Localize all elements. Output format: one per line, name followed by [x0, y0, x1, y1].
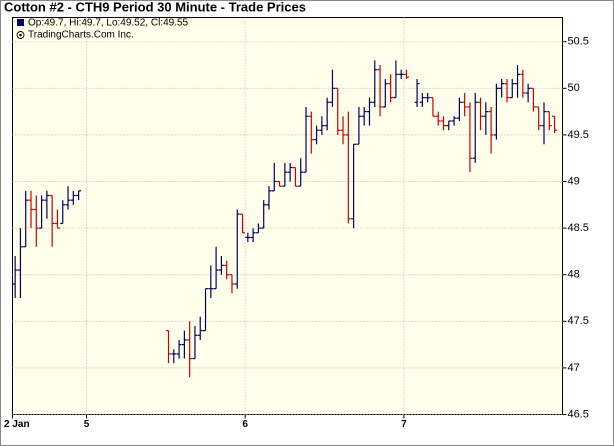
x-tick-label: 7 — [401, 419, 407, 430]
y-tick-label: 47 — [568, 362, 580, 374]
y-tick-label: 48 — [568, 269, 580, 281]
chart-title: Cotton #2 - CTH9 Period 30 Minute - Trad… — [4, 0, 306, 14]
y-tick-label: 50 — [568, 82, 580, 94]
y-tick-label: 49 — [568, 175, 580, 187]
x-tick-label: 2 Jan — [4, 419, 30, 430]
y-tick-label: 46.5 — [568, 408, 589, 420]
y-tick-label: 47.5 — [568, 315, 589, 327]
plot-area — [12, 17, 563, 415]
info-text: Op:49.7, Hi:49.7, Lo:49.52, Cl:49.55 — [28, 18, 189, 29]
credit-text: TradingCharts.Com Inc. — [28, 30, 134, 41]
credit-icon — [16, 31, 25, 39]
grid — [12, 17, 563, 415]
y-tick-label: 48.5 — [568, 222, 589, 234]
y-tick-label: 49.5 — [568, 129, 589, 141]
info-swatch — [17, 19, 24, 26]
y-tick-label: 50.5 — [568, 36, 589, 48]
x-tick-label: 6 — [242, 419, 248, 430]
credit-icon-dot — [19, 33, 22, 37]
bars — [12, 60, 558, 378]
x-tick-label: 5 — [84, 419, 90, 430]
